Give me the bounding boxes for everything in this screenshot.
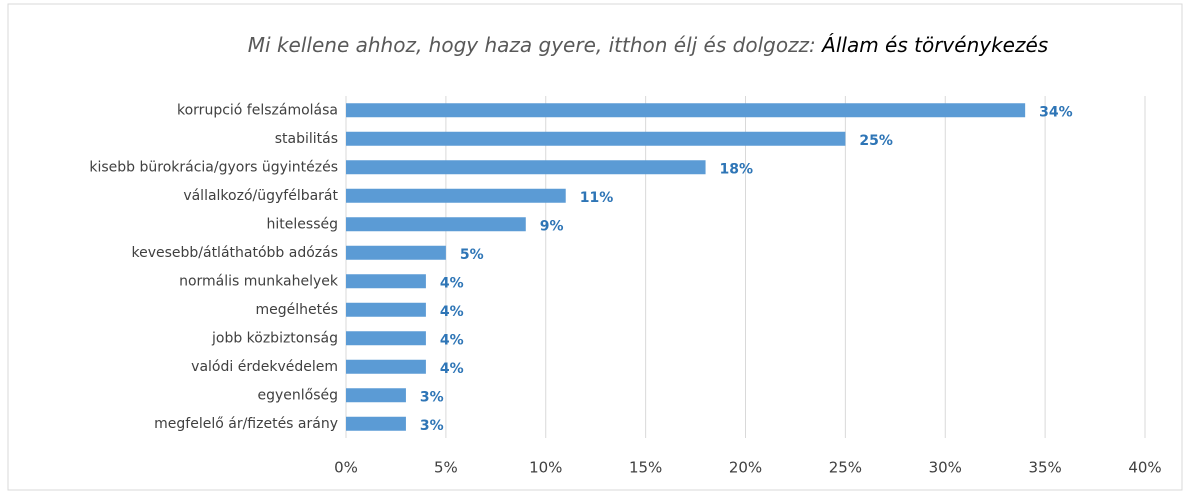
y-tick-label: kevesebb/átláthatóbb adózás bbox=[131, 245, 338, 261]
y-tick-label: normális munkahelyek bbox=[179, 273, 339, 289]
data-label: 4% bbox=[440, 332, 464, 348]
y-tick-label: vállalkozó/ügyfélbarát bbox=[183, 188, 338, 204]
y-tick-label: stabilitás bbox=[275, 131, 338, 147]
y-tick-label: kisebb bürokrácia/gyors ügyintézés bbox=[89, 159, 338, 175]
data-label: 4% bbox=[440, 304, 464, 320]
data-label: 3% bbox=[420, 418, 444, 434]
y-tick-label: megélhetés bbox=[255, 302, 338, 318]
data-label: 25% bbox=[859, 133, 893, 149]
x-tick-label: 15% bbox=[629, 459, 662, 477]
data-label: 34% bbox=[1039, 104, 1073, 120]
bar bbox=[346, 416, 406, 431]
data-label: 4% bbox=[440, 275, 464, 291]
x-tick-label: 20% bbox=[729, 459, 762, 477]
chart-title: Mi kellene ahhoz, hogy haza gyere, ittho… bbox=[248, 33, 1048, 57]
y-tick-label: megfelelő ár/fizetés arány bbox=[154, 416, 338, 432]
bar bbox=[346, 245, 446, 260]
data-label: 5% bbox=[460, 247, 484, 263]
bar bbox=[346, 388, 406, 403]
data-label: 4% bbox=[440, 361, 464, 377]
bar bbox=[346, 131, 846, 146]
bar bbox=[346, 274, 426, 289]
x-tick-label: 30% bbox=[929, 459, 962, 477]
y-tick-label: egyenlőség bbox=[257, 387, 338, 403]
bar bbox=[346, 331, 426, 346]
data-label: 11% bbox=[580, 190, 614, 206]
bar bbox=[346, 160, 706, 175]
title-part: Állam és törvénykezés bbox=[820, 33, 1048, 57]
chart-frame bbox=[7, 3, 1183, 491]
y-tick-label: valódi érdekvédelem bbox=[191, 359, 338, 375]
x-tick-label: 40% bbox=[1128, 459, 1161, 477]
y-tick-label: jobb közbiztonság bbox=[211, 330, 338, 346]
x-tick-label: 0% bbox=[334, 459, 358, 477]
x-tick-label: 25% bbox=[829, 459, 862, 477]
x-tick-label: 10% bbox=[529, 459, 562, 477]
bar bbox=[346, 217, 526, 232]
bar bbox=[346, 302, 426, 317]
y-tick-label: korrupció felszámolása bbox=[177, 102, 338, 118]
x-tick-label: 35% bbox=[1028, 459, 1061, 477]
y-tick-label: hitelesség bbox=[267, 216, 338, 232]
bar bbox=[346, 103, 1026, 118]
data-label: 18% bbox=[720, 161, 754, 177]
bar bbox=[346, 359, 426, 374]
data-label: 9% bbox=[540, 218, 564, 234]
bar bbox=[346, 188, 566, 203]
data-label: 3% bbox=[420, 389, 444, 405]
x-tick-label: 5% bbox=[434, 459, 458, 477]
title-part: Mi kellene ahhoz, hogy haza gyere, ittho… bbox=[248, 33, 816, 57]
